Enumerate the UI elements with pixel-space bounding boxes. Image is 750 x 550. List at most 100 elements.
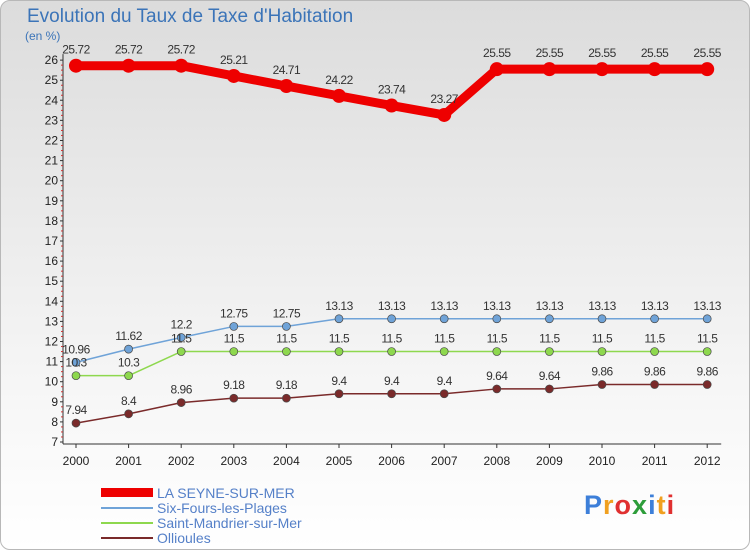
- y-tick-label: 26: [45, 53, 59, 67]
- data-label: 9.18: [223, 378, 245, 392]
- data-label: 9.86: [591, 365, 613, 379]
- x-tick-label: 2005: [326, 454, 353, 468]
- data-label: 11.5: [224, 332, 245, 346]
- data-point: [439, 347, 449, 356]
- data-label: 10.3: [65, 356, 87, 370]
- data-label: 9.64: [539, 369, 561, 383]
- brand-logo: Proxiti: [584, 490, 675, 521]
- data-label: 9.64: [486, 369, 508, 383]
- data-point: [702, 380, 712, 389]
- data-point: [282, 322, 291, 331]
- data-point: [226, 68, 241, 83]
- data-point: [489, 62, 504, 77]
- data-label: 9.86: [644, 365, 666, 379]
- data-label: 24.71: [273, 63, 301, 77]
- data-label: 9.4: [384, 374, 400, 388]
- y-tick-label: 19: [45, 194, 59, 208]
- data-point: [545, 314, 554, 324]
- data-point: [597, 314, 607, 324]
- legend-item: Saint-Mandrier-sur-Mer: [101, 514, 302, 531]
- data-point: [229, 393, 239, 403]
- data-point: [71, 371, 81, 381]
- data-point: [492, 314, 502, 324]
- data-point: [545, 347, 554, 356]
- data-label: 13.13: [536, 299, 564, 313]
- data-label: 11.5: [329, 332, 350, 346]
- y-tick-label: 10: [45, 375, 59, 389]
- y-tick-label: 22: [45, 134, 59, 148]
- data-point: [229, 322, 239, 331]
- data-point: [384, 98, 399, 113]
- data-label: 13.13: [430, 299, 458, 313]
- logo-letter: i: [648, 490, 657, 520]
- x-tick-label: 2003: [220, 454, 247, 468]
- data-label: 9.4: [331, 374, 347, 388]
- x-tick-label: 2010: [589, 454, 616, 468]
- data-point: [650, 314, 659, 324]
- data-point: [702, 314, 712, 324]
- data-label: 11.5: [381, 332, 402, 346]
- logo-letter: o: [614, 490, 633, 520]
- data-label: 11.5: [434, 332, 455, 346]
- data-point: [492, 347, 502, 356]
- data-label: 25.55: [641, 46, 669, 60]
- data-point: [282, 347, 291, 356]
- data-point: [69, 58, 83, 73]
- chart-title: Evolution du Taux de Taxe d'Habitation: [27, 6, 354, 27]
- legend-label: Saint-Mandrier-sur-Mer: [157, 514, 302, 531]
- y-tick-label: 16: [45, 254, 59, 268]
- logo-letter: r: [603, 490, 615, 520]
- x-tick-label: 2006: [378, 454, 405, 468]
- data-label: 11.5: [539, 332, 560, 346]
- data-point: [439, 314, 449, 324]
- y-tick-label: 24: [45, 93, 59, 107]
- data-point: [124, 409, 133, 419]
- y-tick-label: 11: [46, 355, 59, 369]
- data-label: 23.74: [378, 83, 406, 97]
- data-point: [702, 347, 712, 356]
- data-point: [176, 398, 186, 407]
- data-point: [176, 333, 186, 342]
- data-point: [279, 79, 294, 94]
- data-point: [439, 389, 449, 399]
- data-point: [124, 344, 133, 354]
- data-point: [71, 358, 81, 367]
- data-label: 25.55: [588, 46, 616, 60]
- data-label: 13.13: [693, 299, 721, 313]
- legend-swatch: [101, 536, 153, 539]
- data-label: 11.5: [592, 332, 613, 346]
- y-axis-unit: (en %): [25, 29, 61, 43]
- legend-swatch: [101, 506, 153, 509]
- data-label: 11.5: [171, 332, 192, 346]
- y-tick-label: 17: [45, 234, 59, 248]
- data-label: 12.75: [220, 306, 248, 320]
- y-tick-label: 14: [45, 294, 59, 308]
- data-point: [174, 58, 189, 73]
- data-point: [71, 418, 81, 428]
- y-tick-label: 13: [45, 314, 59, 328]
- y-tick-label: 18: [45, 214, 59, 228]
- data-label: 13.13: [378, 299, 406, 313]
- x-tick-label: 2002: [168, 454, 195, 468]
- legend-label: Ollioules: [157, 529, 211, 546]
- data-point: [387, 347, 396, 356]
- data-point: [176, 347, 186, 356]
- logo-letter: t: [656, 490, 667, 520]
- data-label: 10.3: [118, 356, 140, 370]
- legend-label: LA SEYNE-SUR-MER: [157, 484, 295, 501]
- data-point: [597, 380, 607, 389]
- data-point: [492, 384, 502, 394]
- data-label: 11.5: [644, 332, 665, 346]
- data-label: 11.5: [276, 332, 297, 346]
- x-tick-label: 2001: [115, 454, 142, 468]
- data-label: 12.2: [171, 317, 193, 331]
- legend-item: Ollioules: [101, 529, 302, 546]
- data-point: [650, 380, 659, 389]
- logo-letter: i: [666, 490, 676, 520]
- data-label: 9.4: [437, 374, 453, 388]
- data-label: 7.94: [65, 403, 87, 417]
- data-label: 25.55: [536, 46, 564, 60]
- x-tick-label: 2004: [273, 454, 300, 468]
